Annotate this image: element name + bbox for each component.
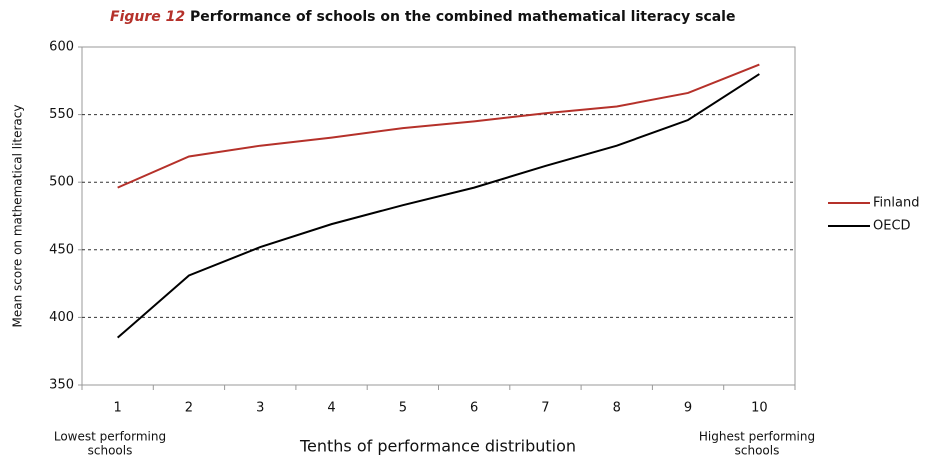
x-tick-label: 5 [399,401,407,416]
y-tick-label: 550 [49,107,74,122]
x-tick-label: 2 [185,401,193,416]
x-tick-label: 8 [613,401,621,416]
y-tick-label: 600 [49,40,74,55]
y-tick-label: 450 [49,242,74,257]
series-line [116,73,760,339]
x-tick-label: 7 [541,401,549,416]
plot-frame [81,46,796,386]
figure-label: Figure 12 [110,9,185,25]
x-tick-label: 9 [684,401,692,416]
annotation: Lowest performing [54,430,166,444]
legend-label: Finland [873,196,919,211]
y-tick-label: 400 [49,310,74,325]
y-axis-title: Mean score on mathematical literacy [11,105,25,328]
y-tick-label: 500 [49,175,74,190]
x-axis-title: Tenths of performance distribution [299,437,576,456]
legend-label: OECD [873,219,911,234]
y-tick-label: 350 [49,378,74,393]
annotation: schools [735,444,780,458]
annotation: Highest performing [699,430,815,444]
chart-title: Performance of schools on the combined m… [190,9,735,25]
x-tick-label: 3 [256,401,264,416]
annotation: schools [88,444,133,458]
series-line [117,63,760,189]
x-tick-label: 4 [327,401,335,416]
x-tick-label: 10 [751,401,768,416]
x-tick-label: 6 [470,401,478,416]
x-tick-label: 1 [114,401,122,416]
